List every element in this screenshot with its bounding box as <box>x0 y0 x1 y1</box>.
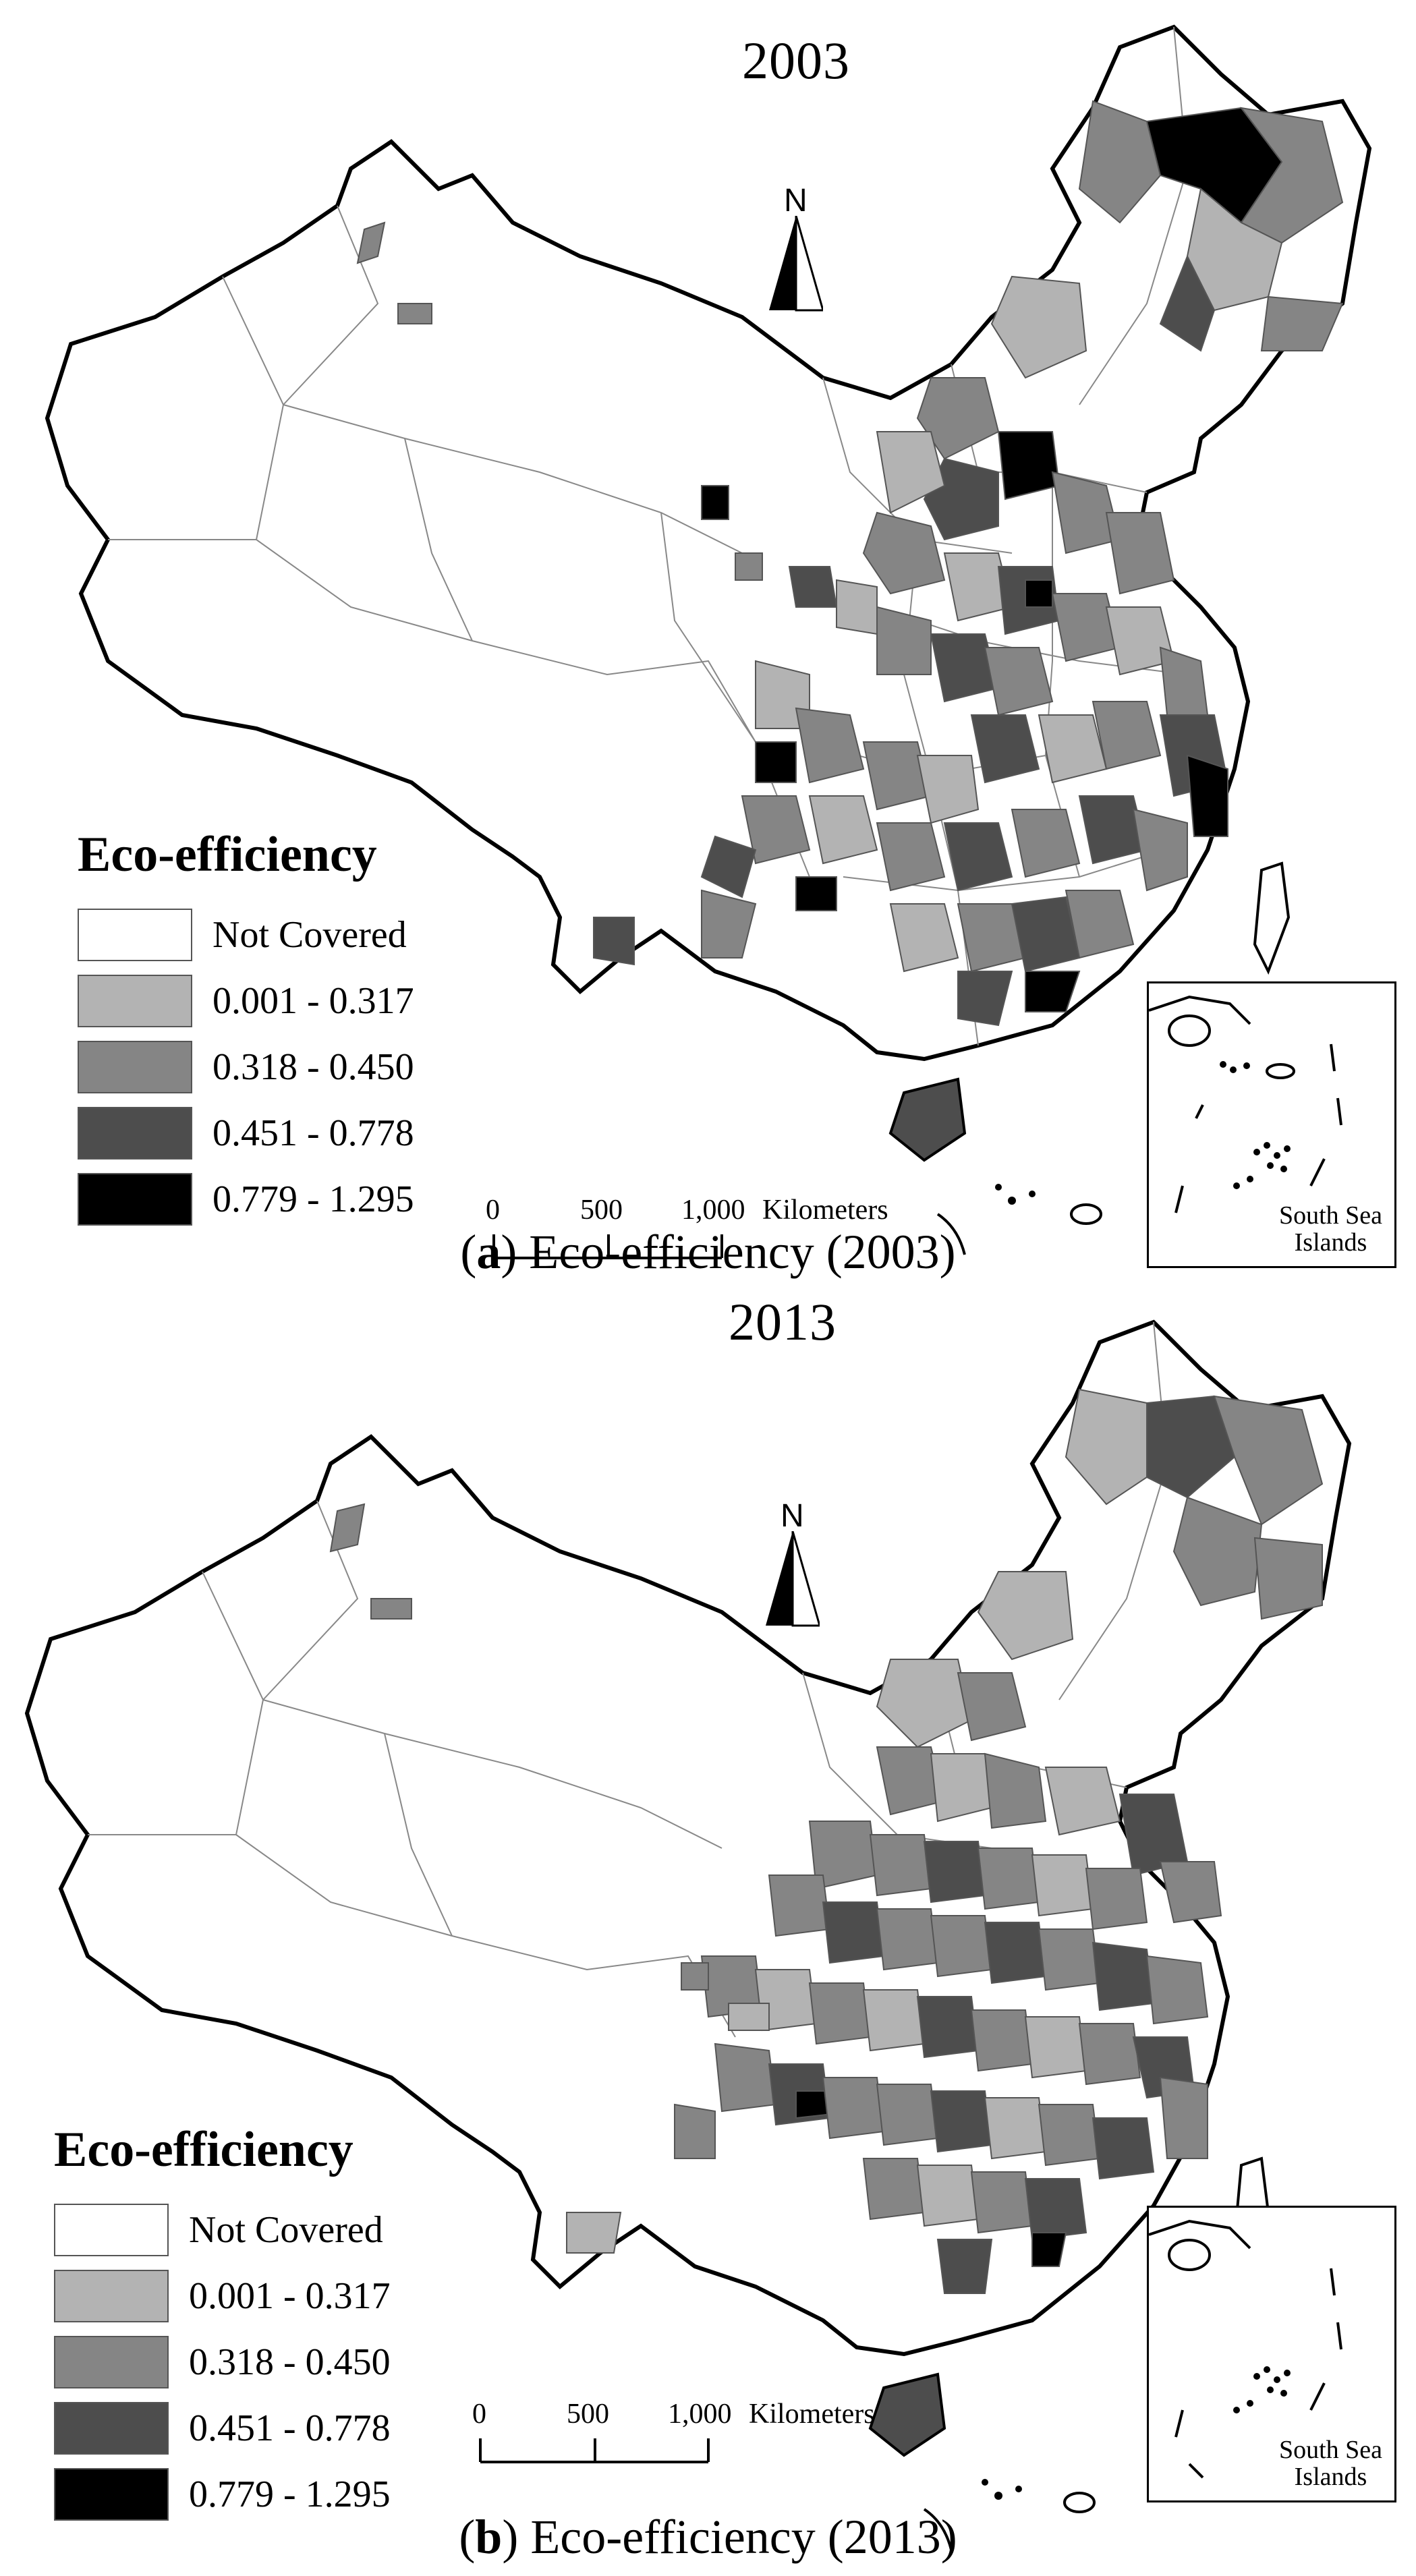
inset-label-line1: South Sea <box>1278 2436 1382 2465</box>
legend-item: Not Covered <box>54 2202 391 2258</box>
north-arrow: N <box>769 183 823 317</box>
small-islands <box>936 1184 1102 1255</box>
legend-label: 0.318 - 0.450 <box>213 1046 414 1088</box>
inset-label-line1: South Sea <box>1278 1201 1382 1230</box>
inset-map <box>1149 995 1342 1213</box>
legend-swatch <box>78 975 192 1027</box>
caption-text: Eco-efficiency (2003) <box>529 1225 956 1279</box>
legend-swatch <box>54 2402 169 2455</box>
legend-swatch <box>78 1041 192 1093</box>
legend-item: 0.001 - 0.317 <box>54 2268 391 2324</box>
scale-unit: Kilometers <box>762 1195 888 1226</box>
legend-item: 0.318 - 0.450 <box>54 2334 391 2391</box>
legend-label: 0.001 - 0.317 <box>189 2275 391 2317</box>
legend-swatch <box>54 2468 169 2521</box>
legend-title: Eco-efficiency <box>54 2122 353 2177</box>
legend-title: Eco-efficiency <box>78 827 377 882</box>
map-year-label: 2013 <box>729 1292 837 1351</box>
legend-label: Not Covered <box>189 2209 383 2251</box>
legend-label: 0.451 - 0.778 <box>189 2407 391 2449</box>
taiwan-island <box>1253 861 1291 975</box>
north-letter: N <box>781 1498 804 1534</box>
scale-tick-0: 0 <box>472 2399 486 2430</box>
scale-tick-1000: 1,000 <box>681 1195 745 1226</box>
legend-swatch <box>54 2336 169 2388</box>
inset-label-line2: Islands <box>1294 2463 1367 2492</box>
legend-item: 0.451 - 0.778 <box>54 2400 391 2457</box>
legend-label: 0.001 - 0.317 <box>213 980 414 1022</box>
south-sea-inset: South Sea Islands <box>1147 2206 1396 2502</box>
legend-swatch <box>54 2270 169 2322</box>
figure-caption: (a) Eco-efficiency (2003) <box>460 1225 956 1279</box>
scale-tick-0: 0 <box>486 1195 500 1226</box>
legend-label: 0.318 - 0.450 <box>189 2341 391 2383</box>
scale-tick-500: 500 <box>580 1195 623 1226</box>
scale-bar: 0 500 1,000 Kilometers <box>472 2398 944 2472</box>
inset-label-line2: Islands <box>1294 1228 1367 1257</box>
legend-swatch <box>78 909 192 961</box>
scale-tick-1000: 1,000 <box>668 2399 732 2430</box>
hainan-island <box>868 2372 946 2457</box>
legend-swatch <box>54 2204 169 2256</box>
legend-swatch <box>78 1173 192 1226</box>
map-panel-2013: 2013 N Eco-efficiency Not Covered 0.001 … <box>0 1282 1416 2576</box>
caption-letter: a <box>476 1225 501 1279</box>
legend-label: 0.451 - 0.778 <box>213 1112 414 1154</box>
north-arrow-icon <box>766 1531 820 1627</box>
legend-item: 0.779 - 1.295 <box>78 1171 414 1228</box>
north-arrow: N <box>766 1498 820 1632</box>
scale-unit: Kilometers <box>749 2399 875 2430</box>
scale-tick-500: 500 <box>567 2399 609 2430</box>
figure-caption: (b) Eco-efficiency (2013) <box>459 2510 957 2564</box>
legend-item: 0.318 - 0.450 <box>78 1039 414 1095</box>
legend: Eco-efficiency Not Covered 0.001 - 0.317… <box>54 2121 391 2532</box>
legend-item: Not Covered <box>78 907 414 963</box>
caption-text: Eco-efficiency (2013) <box>530 2510 957 2564</box>
north-arrow-icon <box>769 216 823 312</box>
legend-item: 0.001 - 0.317 <box>78 973 414 1029</box>
inset-label: South Sea Islands <box>1278 1201 1382 1257</box>
shaded-regions <box>329 1388 1324 2294</box>
legend-label: 0.779 - 1.295 <box>213 1178 414 1220</box>
north-letter: N <box>784 183 808 219</box>
scale-bar-line <box>479 2438 710 2463</box>
legend-item: 0.779 - 1.295 <box>54 2466 391 2523</box>
scale-bar: 0 500 1,000 Kilometers <box>486 1194 958 1268</box>
scale-bar-line <box>492 1234 723 1259</box>
legend: Eco-efficiency Not Covered 0.001 - 0.317… <box>78 826 414 1237</box>
legend-swatch <box>78 1107 192 1160</box>
inset-label: South Sea Islands <box>1278 2436 1382 2492</box>
map-year-label: 2003 <box>742 31 850 90</box>
caption-letter: b <box>475 2510 503 2564</box>
south-sea-inset: South Sea Islands <box>1147 981 1396 1268</box>
map-panel-2003: 2003 N Eco-efficiency Not Covered 0.001 … <box>0 0 1416 1282</box>
legend-label: Not Covered <box>213 914 407 956</box>
hainan-island <box>888 1077 967 1162</box>
legend-item: 0.451 - 0.778 <box>78 1105 414 1162</box>
choropleth-map <box>24 1319 1352 2550</box>
choropleth-map <box>45 24 1372 1255</box>
small-islands <box>923 2479 1096 2550</box>
inset-map <box>1149 2219 1342 2479</box>
legend-label: 0.779 - 1.295 <box>189 2473 391 2515</box>
shaded-regions <box>356 100 1344 1027</box>
